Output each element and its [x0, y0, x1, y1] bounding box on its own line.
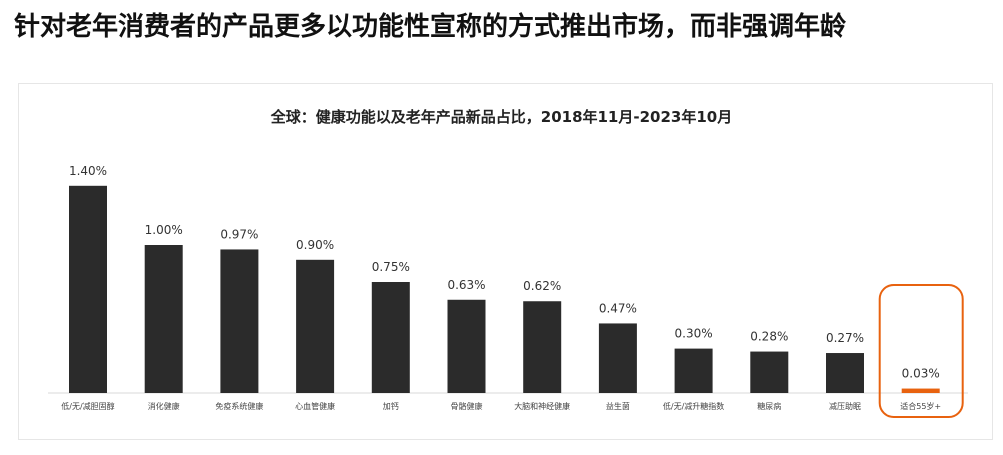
bar [144, 245, 183, 393]
bar [371, 282, 410, 393]
data-label: 1.40% [69, 164, 107, 178]
bar [674, 348, 713, 393]
data-label: 0.97% [220, 227, 258, 241]
x-tick-label: 糖尿病 [757, 401, 781, 411]
data-label: 1.00% [145, 223, 183, 237]
x-tick-label: 消化健康 [148, 401, 180, 411]
x-tick-label: 骨骼健康 [451, 401, 483, 411]
bar [220, 249, 259, 393]
x-tick-label: 益生菌 [606, 401, 630, 411]
x-tick-label: 低/无/减胆固醇 [61, 401, 114, 411]
chart-panel [18, 83, 993, 440]
bar [447, 299, 486, 393]
data-label: 0.62% [523, 279, 561, 293]
bar [69, 185, 107, 393]
data-label: 0.90% [296, 238, 334, 252]
data-label: 0.03% [902, 367, 940, 381]
chart-title: 全球：健康功能以及老年产品新品占比，2018年11月-2023年10月 [270, 108, 733, 126]
data-label: 0.28% [750, 330, 788, 344]
bar [523, 301, 562, 393]
page-title: 针对老年消费者的产品更多以功能性宣称的方式推出市场，而非强调年龄 [14, 12, 847, 42]
highlight-box [878, 284, 964, 418]
bar [296, 259, 335, 393]
x-tick-label: 减压助眠 [829, 401, 861, 411]
data-label: 0.27% [826, 331, 864, 345]
x-tick-label: 低/无/减升糖指数 [663, 401, 724, 411]
data-label: 0.63% [447, 278, 485, 292]
data-label: 0.75% [372, 260, 410, 274]
bar [750, 351, 789, 393]
x-tick-label: 适合55岁+ [900, 401, 941, 411]
x-tick-label: 心血管健康 [295, 401, 335, 411]
bar [826, 353, 864, 393]
x-tick-label: 大脑和神经健康 [514, 401, 570, 411]
x-tick-label: 加钙 [383, 401, 399, 411]
data-label: 0.47% [599, 301, 637, 315]
bar [598, 323, 637, 393]
x-tick-label: 免疫系统健康 [215, 401, 263, 411]
bar [901, 388, 940, 393]
data-label: 0.30% [675, 327, 713, 341]
